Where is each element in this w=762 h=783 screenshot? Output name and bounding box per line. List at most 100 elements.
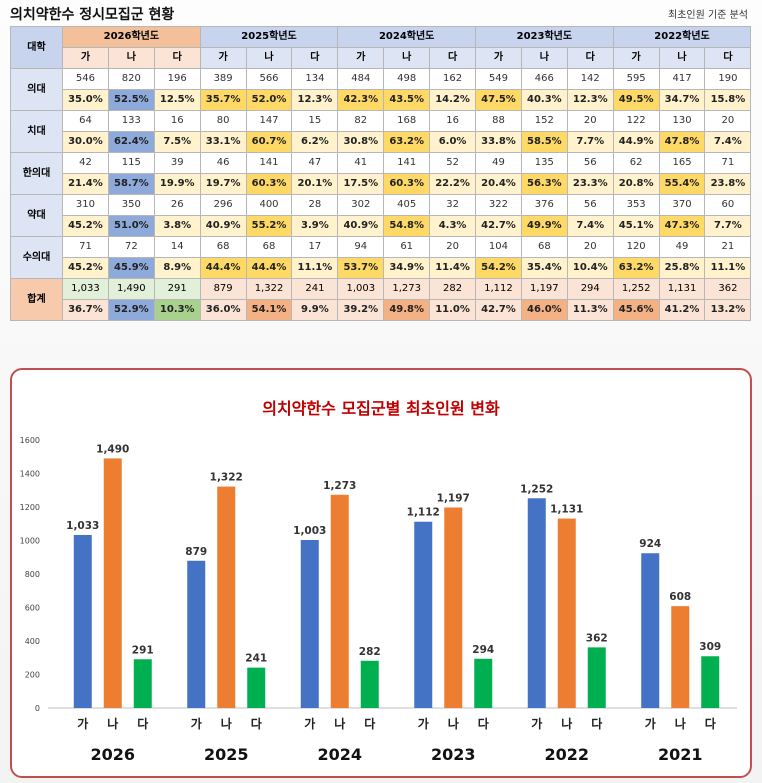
bar-다: [587, 647, 606, 708]
percent-cell: 52.0%: [245, 89, 293, 111]
count-cell: 1,273: [383, 278, 431, 300]
percent-cell: 35.4%: [520, 257, 568, 279]
bar-나: [671, 606, 690, 708]
chart-panel: 의치약한수 모집군별 최초인원 변화 0 200 400 600 800 1000 1200 1…: [10, 368, 752, 778]
count-cell: 122: [612, 110, 660, 132]
count-cell: 46: [199, 152, 247, 174]
group-label: 다: [137, 716, 148, 731]
group-label: 다: [251, 716, 262, 731]
bar-나: [330, 494, 349, 708]
percent-cell: 53.7%: [337, 257, 385, 279]
count-cell: 88: [475, 110, 522, 132]
count-cell: 162: [429, 68, 477, 90]
percent-cell: 3.8%: [153, 215, 201, 237]
year-header: 2024학년도: [337, 26, 477, 48]
percent-cell: 11.1%: [291, 257, 339, 279]
bar-가: [73, 534, 92, 708]
count-cell: 1,131: [658, 278, 706, 300]
percent-cell: 25.8%: [658, 257, 706, 279]
data-label: 294: [472, 644, 494, 656]
recruitment-table: 대학 2026학년도 2025학년도 2024학년도 2023학년도 2022학년도 가 나 다…: [10, 26, 752, 321]
count-cell: 142: [566, 68, 614, 90]
percent-cell: 45.6%: [612, 299, 660, 321]
group-label: 나: [448, 716, 459, 731]
row-label: 의대: [10, 68, 63, 111]
count-cell: 141: [245, 152, 293, 174]
percent-cell: 58.5%: [520, 131, 568, 153]
count-cell: 595: [612, 68, 660, 90]
percent-cell: 63.2%: [383, 131, 431, 153]
data-label: 362: [586, 632, 608, 644]
count-cell: 1,490: [107, 278, 155, 300]
bar-가: [414, 521, 433, 708]
percent-cell: 14.2%: [429, 89, 477, 111]
percent-cell: 3.9%: [291, 215, 339, 237]
count-cell: 52: [429, 152, 477, 174]
percent-cell: 52.9%: [107, 299, 155, 321]
count-cell: 60: [704, 194, 752, 216]
percent-cell: 7.7%: [566, 131, 614, 153]
count-cell: 294: [566, 278, 614, 300]
count-cell: 16: [153, 110, 201, 132]
percent-cell: 47.5%: [475, 89, 522, 111]
bar-나: [557, 518, 576, 708]
page-note: 최초인원 기준 분석: [668, 10, 748, 21]
y-tick-label: 0: [35, 704, 40, 713]
y-tick-label: 800: [25, 570, 40, 579]
count-cell: 353: [612, 194, 660, 216]
percent-cell: 60.3%: [245, 173, 293, 195]
count-cell: 546: [62, 68, 109, 90]
percent-cell: 6.0%: [429, 131, 477, 153]
percent-cell: 21.4%: [62, 173, 109, 195]
data-label: 879: [185, 546, 207, 558]
group-label: 가: [304, 716, 315, 731]
count-cell: 417: [658, 68, 706, 90]
count-cell: 241: [291, 278, 339, 300]
data-label: 1,322: [210, 472, 243, 484]
count-cell: 21: [704, 236, 752, 258]
group-header: 나: [245, 47, 293, 69]
percent-cell: 23.8%: [704, 173, 752, 195]
count-cell: 16: [429, 110, 477, 132]
count-cell: 291: [153, 278, 201, 300]
bar-chart: 의치약한수 모집군별 최초인원 변화 0 200 400 600 800 1000 1200 1…: [20, 399, 737, 764]
percent-cell: 34.9%: [383, 257, 431, 279]
percent-cell: 23.3%: [566, 173, 614, 195]
count-cell: 820: [107, 68, 155, 90]
percent-cell: 47.8%: [658, 131, 706, 153]
percent-cell: 40.3%: [520, 89, 568, 111]
count-cell: 28: [291, 194, 339, 216]
year-header: 2026학년도: [62, 26, 201, 48]
percent-cell: 63.2%: [612, 257, 660, 279]
count-cell: 20: [704, 110, 752, 132]
group-header: 다: [429, 47, 477, 69]
count-cell: 41: [337, 152, 385, 174]
category-label: 2021: [658, 745, 703, 764]
group-header: 가: [475, 47, 522, 69]
category-label: 2023: [431, 745, 476, 764]
count-cell: 134: [291, 68, 339, 90]
bar-가: [187, 560, 206, 708]
percent-cell: 7.4%: [566, 215, 614, 237]
percent-cell: 46.0%: [520, 299, 568, 321]
percent-cell: 54.1%: [245, 299, 293, 321]
percent-cell: 7.5%: [153, 131, 201, 153]
count-cell: 56: [566, 194, 614, 216]
count-cell: 165: [658, 152, 706, 174]
y-tick-label: 1000: [20, 537, 40, 546]
percent-cell: 33.1%: [199, 131, 247, 153]
count-cell: 879: [199, 278, 247, 300]
percent-cell: 60.3%: [383, 173, 431, 195]
percent-cell: 4.3%: [429, 215, 477, 237]
percent-cell: 10.3%: [153, 299, 201, 321]
percent-cell: 58.7%: [107, 173, 155, 195]
count-cell: 1,033: [62, 278, 109, 300]
percent-cell: 7.7%: [704, 215, 752, 237]
percent-cell: 30.8%: [337, 131, 385, 153]
percent-cell: 13.2%: [704, 299, 752, 321]
count-cell: 498: [383, 68, 431, 90]
group-header: 나: [658, 47, 706, 69]
count-cell: 49: [475, 152, 522, 174]
percent-cell: 40.9%: [337, 215, 385, 237]
